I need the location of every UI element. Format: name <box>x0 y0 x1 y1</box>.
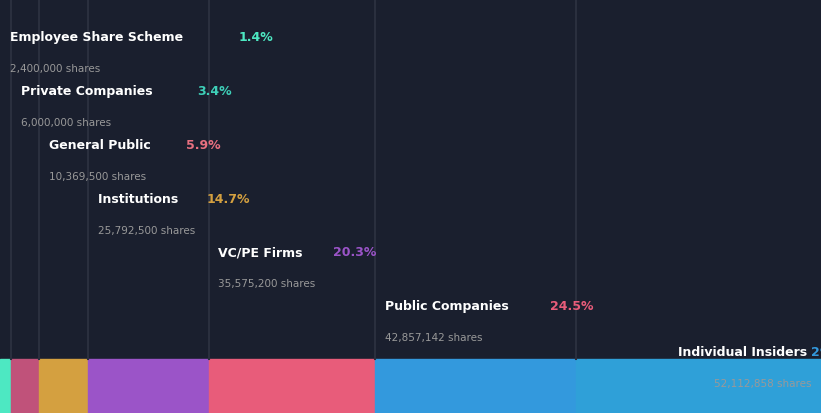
Text: 5.9%: 5.9% <box>186 138 221 151</box>
Text: VC/PE Firms: VC/PE Firms <box>218 246 307 259</box>
Text: 42,857,142 shares: 42,857,142 shares <box>385 332 483 342</box>
Text: Public Companies: Public Companies <box>385 299 513 312</box>
Text: Private Companies: Private Companies <box>21 85 158 97</box>
Text: 1.4%: 1.4% <box>239 31 273 44</box>
Text: 20.3%: 20.3% <box>333 246 377 259</box>
Bar <box>375 359 576 413</box>
Text: 3.4%: 3.4% <box>197 85 232 97</box>
Text: 14.7%: 14.7% <box>207 192 250 205</box>
Text: 52,112,858 shares: 52,112,858 shares <box>713 378 811 388</box>
Text: 10,369,500 shares: 10,369,500 shares <box>49 171 146 181</box>
Text: 2,400,000 shares: 2,400,000 shares <box>10 64 100 74</box>
Bar <box>39 359 88 413</box>
Bar <box>88 359 209 413</box>
Bar <box>576 359 821 413</box>
Bar <box>209 359 375 413</box>
Text: 25,792,500 shares: 25,792,500 shares <box>98 225 195 235</box>
Bar <box>11 359 39 413</box>
Text: Employee Share Scheme: Employee Share Scheme <box>10 31 187 44</box>
Text: 29.8%: 29.8% <box>811 345 821 358</box>
Text: 24.5%: 24.5% <box>550 299 594 312</box>
Bar <box>0 359 11 413</box>
Text: Institutions: Institutions <box>98 192 182 205</box>
Text: Individual Insiders: Individual Insiders <box>677 345 811 358</box>
Text: General Public: General Public <box>49 138 155 151</box>
Text: 6,000,000 shares: 6,000,000 shares <box>21 118 112 128</box>
Text: 35,575,200 shares: 35,575,200 shares <box>218 279 315 289</box>
